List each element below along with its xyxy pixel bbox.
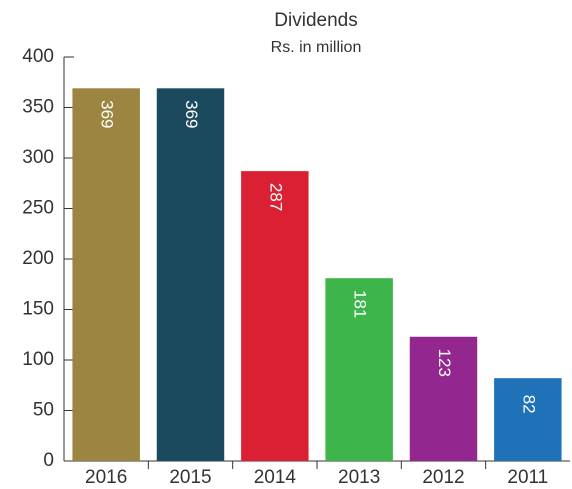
y-tick-label: 300 xyxy=(22,147,54,168)
x-tick-label: 2016 xyxy=(85,467,127,488)
x-tick-label: 2012 xyxy=(422,467,464,488)
x-tick-label: 2014 xyxy=(254,467,297,488)
y-tick-label: 150 xyxy=(22,299,54,320)
x-tick-label: 2015 xyxy=(169,467,211,488)
y-tick-label: 50 xyxy=(33,400,54,421)
value-label: 369 xyxy=(98,100,117,128)
y-tick-label: 200 xyxy=(22,248,54,269)
bar xyxy=(241,171,309,461)
y-tick-label: 0 xyxy=(43,450,54,471)
y-tick-label: 100 xyxy=(22,349,54,370)
value-label: 181 xyxy=(351,290,370,318)
bar xyxy=(72,88,140,461)
y-tick-label: 400 xyxy=(22,46,54,67)
bar xyxy=(325,278,393,461)
bar xyxy=(156,88,225,461)
chart-subtitle: Rs. in million xyxy=(271,39,362,56)
bar xyxy=(409,336,478,461)
y-tick-label: 350 xyxy=(22,97,54,118)
value-label: 82 xyxy=(519,395,538,414)
bar xyxy=(494,378,562,461)
value-label: 287 xyxy=(266,183,285,211)
chart-title: Dividends xyxy=(274,10,357,31)
x-tick-label: 2013 xyxy=(338,467,380,488)
y-tick-label: 250 xyxy=(22,198,54,219)
value-label: 123 xyxy=(435,349,454,377)
value-label: 369 xyxy=(182,100,201,128)
x-tick-label: 2011 xyxy=(507,467,548,488)
